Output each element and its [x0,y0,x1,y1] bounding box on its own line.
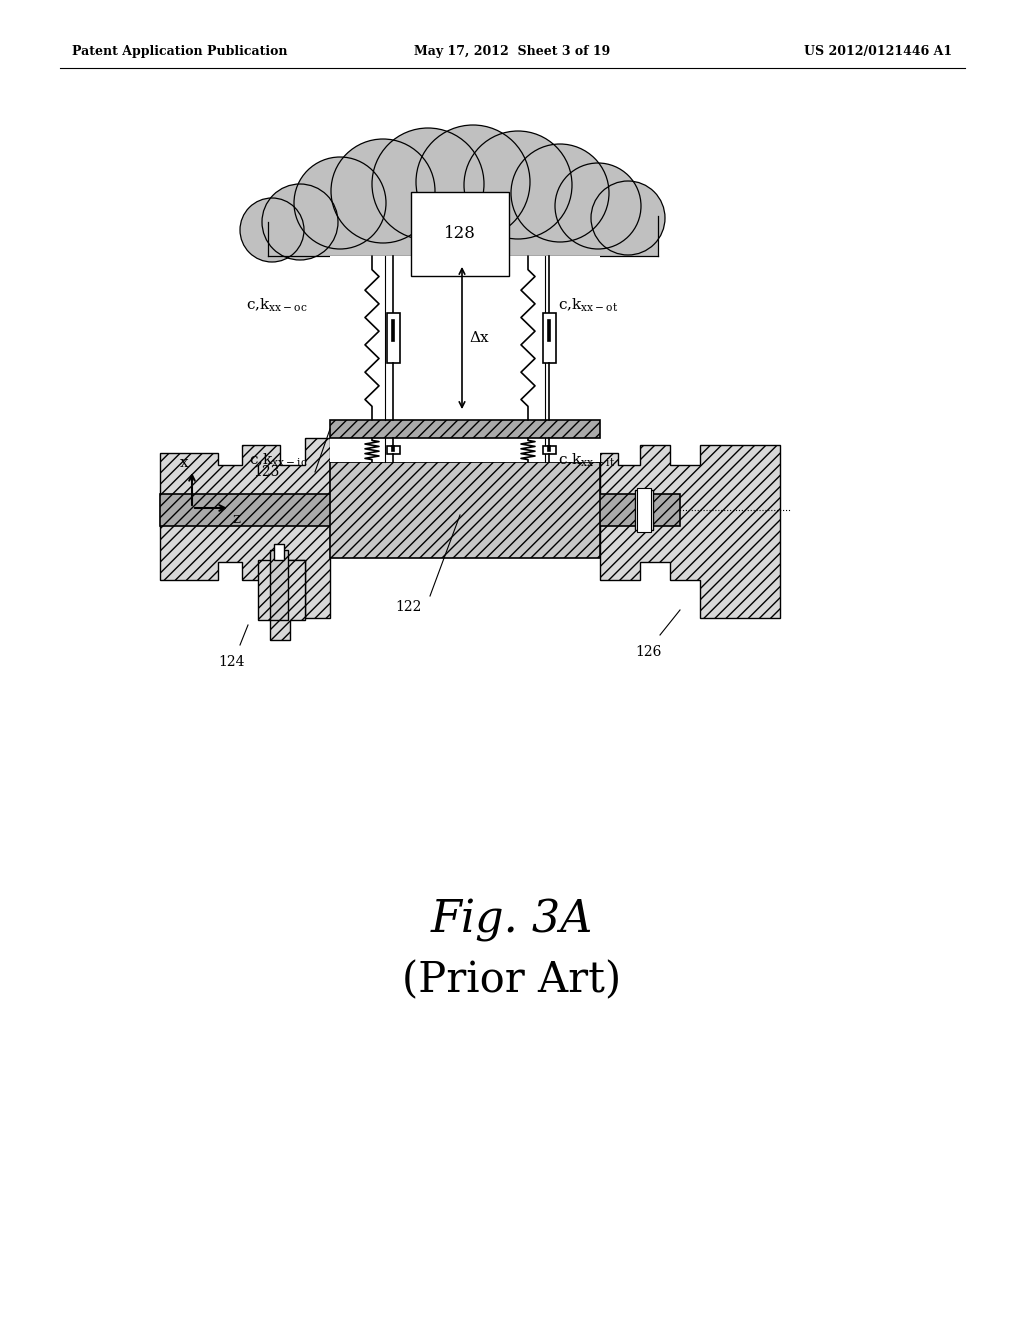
Text: 128: 128 [444,226,476,243]
Bar [330,438,600,462]
Text: May 17, 2012  Sheet 3 of 19: May 17, 2012 Sheet 3 of 19 [414,45,610,58]
Bar [270,550,288,620]
Circle shape [511,144,609,242]
Text: c,k$_{\mathregular{xx-ot}}$: c,k$_{\mathregular{xx-ot}}$ [558,296,618,314]
Bar [635,490,653,531]
Bar [386,313,399,363]
Bar [386,446,399,454]
Polygon shape [600,445,780,618]
Bar [268,216,658,256]
Text: Patent Application Publication: Patent Application Publication [72,45,288,58]
Circle shape [464,131,572,239]
Text: (Prior Art): (Prior Art) [402,960,622,1001]
Text: c,k$_{\mathregular{xx-ic}}$: c,k$_{\mathregular{xx-ic}}$ [249,451,308,469]
Bar [160,494,680,525]
Text: c,k$_{\mathregular{xx-it}}$: c,k$_{\mathregular{xx-it}}$ [558,451,615,469]
Text: US 2012/0121446 A1: US 2012/0121446 A1 [804,45,952,58]
Bar [543,446,555,454]
Circle shape [240,198,304,261]
Circle shape [331,139,435,243]
Text: Δx: Δx [469,331,488,345]
Text: c,k$_{\mathregular{xx-oc}}$: c,k$_{\mathregular{xx-oc}}$ [246,296,308,314]
Circle shape [372,128,484,240]
Circle shape [416,125,530,239]
Bar [330,420,600,438]
Text: 126: 126 [635,645,662,659]
Text: 123: 123 [254,465,280,479]
Text: z: z [232,512,240,525]
Circle shape [262,183,338,260]
Text: 124: 124 [218,655,245,669]
Circle shape [294,157,386,249]
Bar [330,256,600,420]
Text: 122: 122 [395,601,421,614]
Bar [330,462,600,558]
Circle shape [591,181,665,255]
Polygon shape [160,438,330,618]
Text: Fig. 3A: Fig. 3A [431,899,593,941]
Circle shape [555,162,641,249]
Polygon shape [258,560,305,640]
Bar [274,544,284,560]
Bar [543,313,555,363]
Text: x: x [179,455,188,470]
Bar [637,488,651,532]
